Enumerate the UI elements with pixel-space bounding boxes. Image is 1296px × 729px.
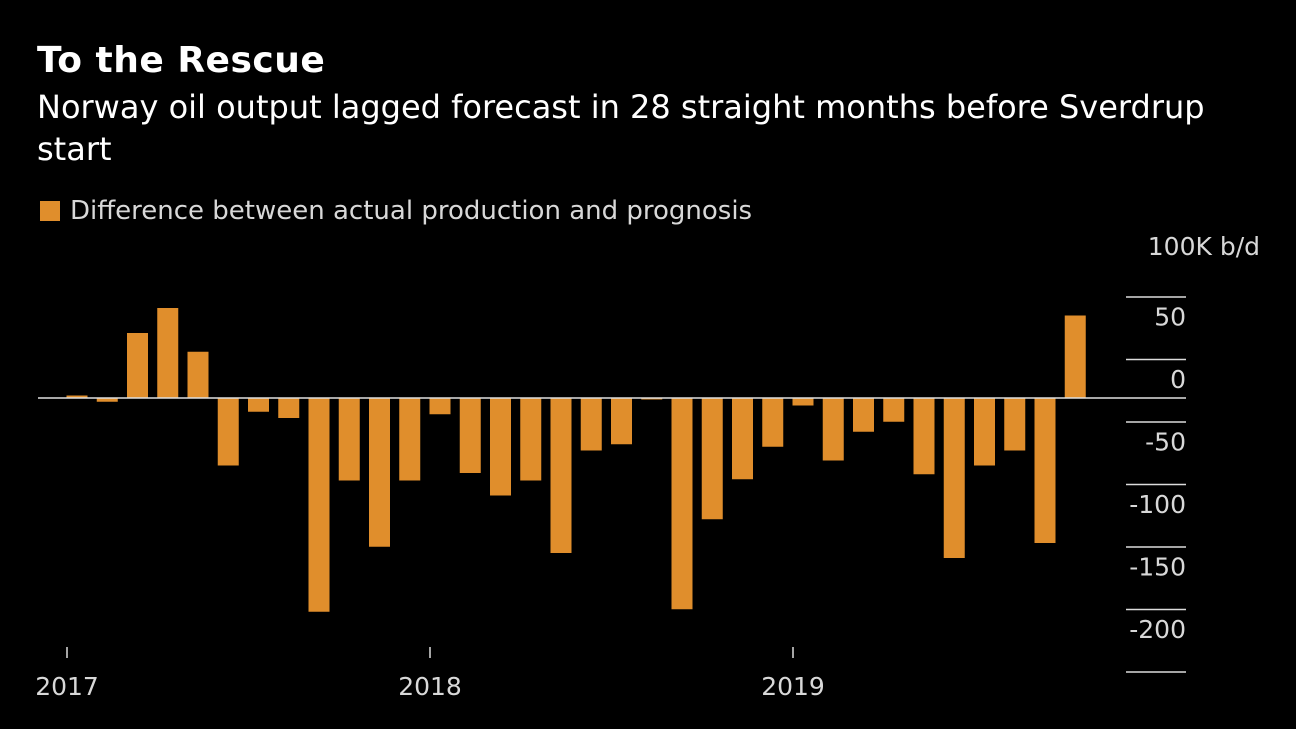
chart-subtitle: Norway oil output lagged forecast in 28 … — [37, 88, 1205, 168]
bar-mar-2019 — [853, 398, 874, 432]
bar-may-2019 — [913, 398, 935, 475]
chart-title: To the Rescue — [37, 40, 326, 81]
y-tick-label: 0 — [1170, 365, 1186, 394]
x-tick-label: 2019 — [761, 672, 825, 701]
bar-apr-2017 — [157, 308, 179, 398]
bar-jun-2018 — [580, 398, 602, 451]
bar-nov-2017 — [369, 398, 390, 547]
bar-mar-2018 — [490, 398, 511, 496]
y-axis-labels: 100K b/d 50 0 -50 -100 -150 -200 — [1129, 232, 1260, 644]
bar-apr-2019 — [883, 398, 905, 422]
x-tick-label: 2018 — [398, 672, 462, 701]
bar-jun-2017 — [217, 398, 239, 466]
bar-feb-2018 — [459, 398, 481, 473]
bar-aug-2019 — [1004, 398, 1026, 451]
bar-jul-2017 — [248, 398, 269, 412]
y-tick-label: -200 — [1129, 615, 1186, 644]
bars — [66, 308, 1086, 612]
bar-apr-2018 — [520, 398, 542, 481]
y-tick-label: 100K b/d — [1148, 232, 1260, 261]
bar-jan-2017 — [66, 395, 88, 398]
bar-may-2017 — [187, 351, 209, 398]
bar-oct-2018 — [701, 398, 723, 520]
bar-mar-2017 — [127, 333, 148, 398]
bar-oct-2017 — [338, 398, 360, 481]
y-axis-grid — [1126, 296, 1186, 673]
y-tick-label: -50 — [1145, 428, 1186, 457]
y-tick-label: -100 — [1129, 490, 1186, 519]
bar-jan-2019 — [792, 398, 814, 406]
bar-sep-2018 — [671, 398, 693, 610]
legend-swatch — [40, 201, 60, 221]
bar-sep-2019 — [1034, 398, 1056, 543]
bar-jul-2019 — [974, 398, 995, 466]
bar-jan-2018 — [429, 398, 451, 415]
x-tick-label: 2017 — [35, 672, 99, 701]
bar-jun-2019 — [943, 398, 965, 558]
bar-feb-2017 — [96, 398, 118, 402]
legend-label: Difference between actual production and… — [70, 196, 753, 226]
bar-jul-2018 — [611, 398, 632, 445]
y-tick-label: 50 — [1154, 303, 1186, 332]
y-tick-label: -150 — [1129, 553, 1186, 582]
bar-feb-2019 — [822, 398, 844, 461]
bar-sep-2017 — [308, 398, 330, 612]
x-axis: 2017 2018 2019 — [35, 647, 825, 701]
bar-may-2018 — [550, 398, 572, 553]
bar-dec-2018 — [762, 398, 784, 447]
bar-aug-2017 — [278, 398, 300, 418]
bar-oct-2019 — [1064, 315, 1086, 398]
legend: Difference between actual production and… — [40, 196, 752, 226]
bar-dec-2017 — [399, 398, 421, 481]
bar-nov-2018 — [732, 398, 753, 480]
